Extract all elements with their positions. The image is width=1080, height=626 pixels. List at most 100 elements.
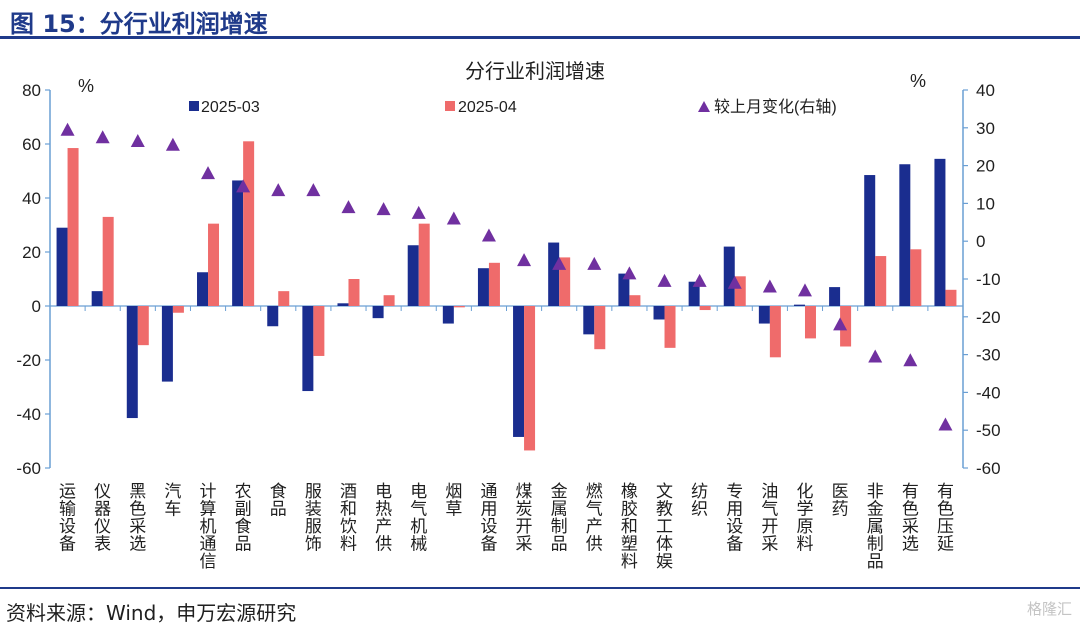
- marker-change: [376, 202, 391, 216]
- category-label: 电气机械: [410, 482, 427, 554]
- bar-2025-03: [407, 245, 419, 306]
- category-label: 食品: [270, 482, 287, 519]
- category-label: 黑色采选: [129, 482, 146, 554]
- category-label: 通用设备: [480, 482, 497, 554]
- bar-2025-03: [653, 306, 665, 320]
- marker-change: [727, 275, 742, 289]
- marker-change: [201, 166, 216, 180]
- category-labels: 运输设备 仪器仪表 黑色采选 汽车 计算机通信 农副食品 食品 服装服饰 酒和饮料 电热产供 电气机…: [59, 482, 954, 571]
- marker-change: [938, 417, 953, 431]
- right-tick-label: 30: [976, 119, 995, 138]
- right-axis-unit: %: [910, 71, 926, 91]
- category-label: 煤炭开采: [516, 482, 533, 554]
- category-label: 汽车: [164, 482, 181, 519]
- markers: [60, 122, 953, 431]
- title-rule: [0, 36, 1080, 39]
- bar-2025-04: [524, 306, 536, 451]
- legend-marker-change: [698, 101, 710, 112]
- left-tick-label: 60: [22, 135, 41, 154]
- left-tick-label: 0: [32, 297, 41, 316]
- bar-2025-04: [208, 223, 220, 306]
- bar-2025-04: [453, 306, 465, 308]
- marker-change: [165, 137, 180, 151]
- bar-2025-03: [829, 287, 841, 306]
- bar-2025-04: [278, 291, 290, 306]
- bar-2025-04: [348, 279, 360, 306]
- category-label: 非金属制品: [867, 482, 884, 571]
- marker-change: [762, 279, 777, 293]
- marker-change: [517, 253, 532, 267]
- bar-2025-04: [699, 306, 711, 311]
- bar-2025-04: [383, 295, 395, 306]
- source-rule: [0, 587, 1080, 589]
- marker-change: [797, 283, 812, 297]
- category-label: 纺织: [691, 482, 708, 519]
- bar-2025-04: [804, 306, 816, 339]
- bar-2025-03: [197, 272, 209, 306]
- bar-2025-04: [137, 306, 149, 346]
- marker-change: [411, 205, 426, 219]
- bar-2025-03: [442, 306, 454, 324]
- bar-2025-03: [267, 306, 279, 327]
- category-label: 农副食品: [235, 482, 252, 554]
- category-label: 有色压延: [937, 482, 954, 554]
- marker-change: [587, 256, 602, 270]
- bar-2025-03: [758, 306, 770, 324]
- marker-change: [622, 266, 637, 280]
- right-tick-label: 10: [976, 194, 995, 213]
- category-label: 运输设备: [59, 482, 76, 554]
- category-label: 电热产供: [375, 482, 392, 554]
- bars: [56, 141, 957, 451]
- bar-2025-04: [418, 223, 430, 306]
- marker-change: [481, 228, 496, 242]
- marker-change: [903, 353, 918, 367]
- category-label: 橡胶和塑料: [621, 482, 638, 571]
- bar-2025-03: [513, 306, 525, 437]
- bar-2025-03: [302, 306, 314, 392]
- bar-2025-04: [734, 276, 746, 306]
- marker-change: [60, 122, 75, 136]
- left-axis-unit: %: [78, 76, 94, 96]
- marker-change: [833, 317, 848, 331]
- legend-swatch-2025-04: [445, 101, 455, 111]
- axes: 80 60 40 20 0 -20 -40 -60 40 30 20 10 0 -10 -20 -30 -40 -…: [16, 81, 1000, 478]
- left-tick-label: -40: [16, 405, 41, 424]
- bar-2025-04: [629, 295, 641, 306]
- bar-2025-04: [243, 141, 255, 306]
- bar-2025-04: [102, 216, 114, 306]
- bar-2025-03: [688, 281, 700, 306]
- category-label: 计算机通信: [200, 482, 217, 571]
- left-tick-label: 20: [22, 243, 41, 262]
- bar-2025-03: [583, 306, 595, 335]
- bar-2025-04: [559, 257, 571, 306]
- bar-2025-04: [313, 306, 325, 356]
- chart: 分行业利润增速 % % 2025-03 2025-04 较上月变化(右轴) 80…: [16, 60, 1000, 571]
- right-tick-label: -60: [976, 459, 1001, 478]
- marker-change: [95, 130, 110, 144]
- bar-2025-03: [548, 242, 560, 306]
- marker-change: [236, 179, 251, 193]
- bar-2025-03: [934, 158, 946, 306]
- chart-title: 分行业利润增速: [465, 60, 605, 83]
- category-label: 酒和饮料: [340, 482, 357, 554]
- bar-2025-03: [161, 306, 173, 382]
- right-tick-label: -50: [976, 421, 1001, 440]
- bar-2025-03: [899, 164, 911, 306]
- bar-2025-03: [337, 303, 349, 306]
- right-tick-label: -30: [976, 346, 1001, 365]
- right-tick-label: 20: [976, 157, 995, 176]
- right-tick-label: -40: [976, 383, 1001, 402]
- bar-2025-04: [664, 306, 676, 348]
- bar-2025-03: [91, 291, 103, 306]
- source-note: 资料来源：Wind，申万宏源研究: [6, 601, 297, 625]
- bar-2025-04: [67, 148, 79, 306]
- marker-change: [868, 349, 883, 363]
- legend-label-2025-03: 2025-03: [201, 99, 260, 116]
- bar-2025-04: [875, 256, 887, 306]
- bar-2025-03: [723, 246, 735, 306]
- category-label: 专用设备: [726, 482, 743, 554]
- left-tick-label: -20: [16, 351, 41, 370]
- category-label: 有色采选: [902, 482, 919, 554]
- marker-change: [306, 183, 321, 197]
- bar-2025-03: [232, 180, 244, 306]
